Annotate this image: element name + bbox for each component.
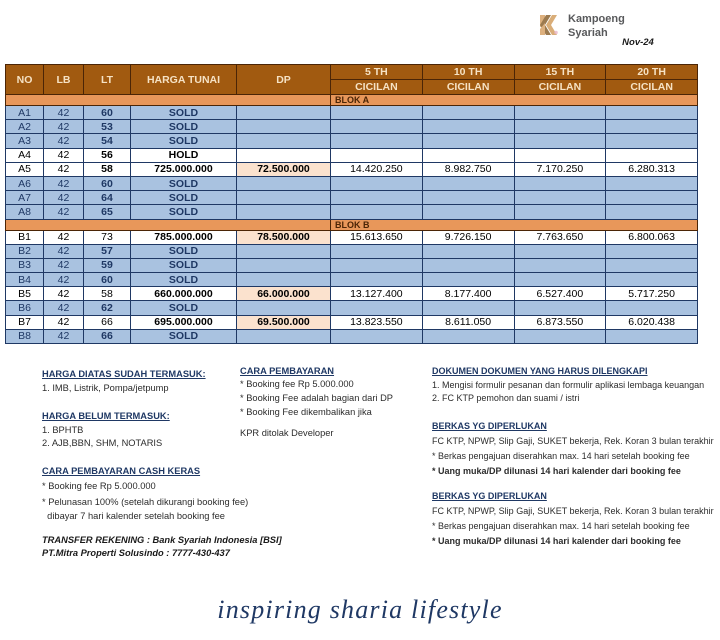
svg-text:inspiring sharia lifestyle: inspiring sharia lifestyle: [217, 595, 502, 624]
